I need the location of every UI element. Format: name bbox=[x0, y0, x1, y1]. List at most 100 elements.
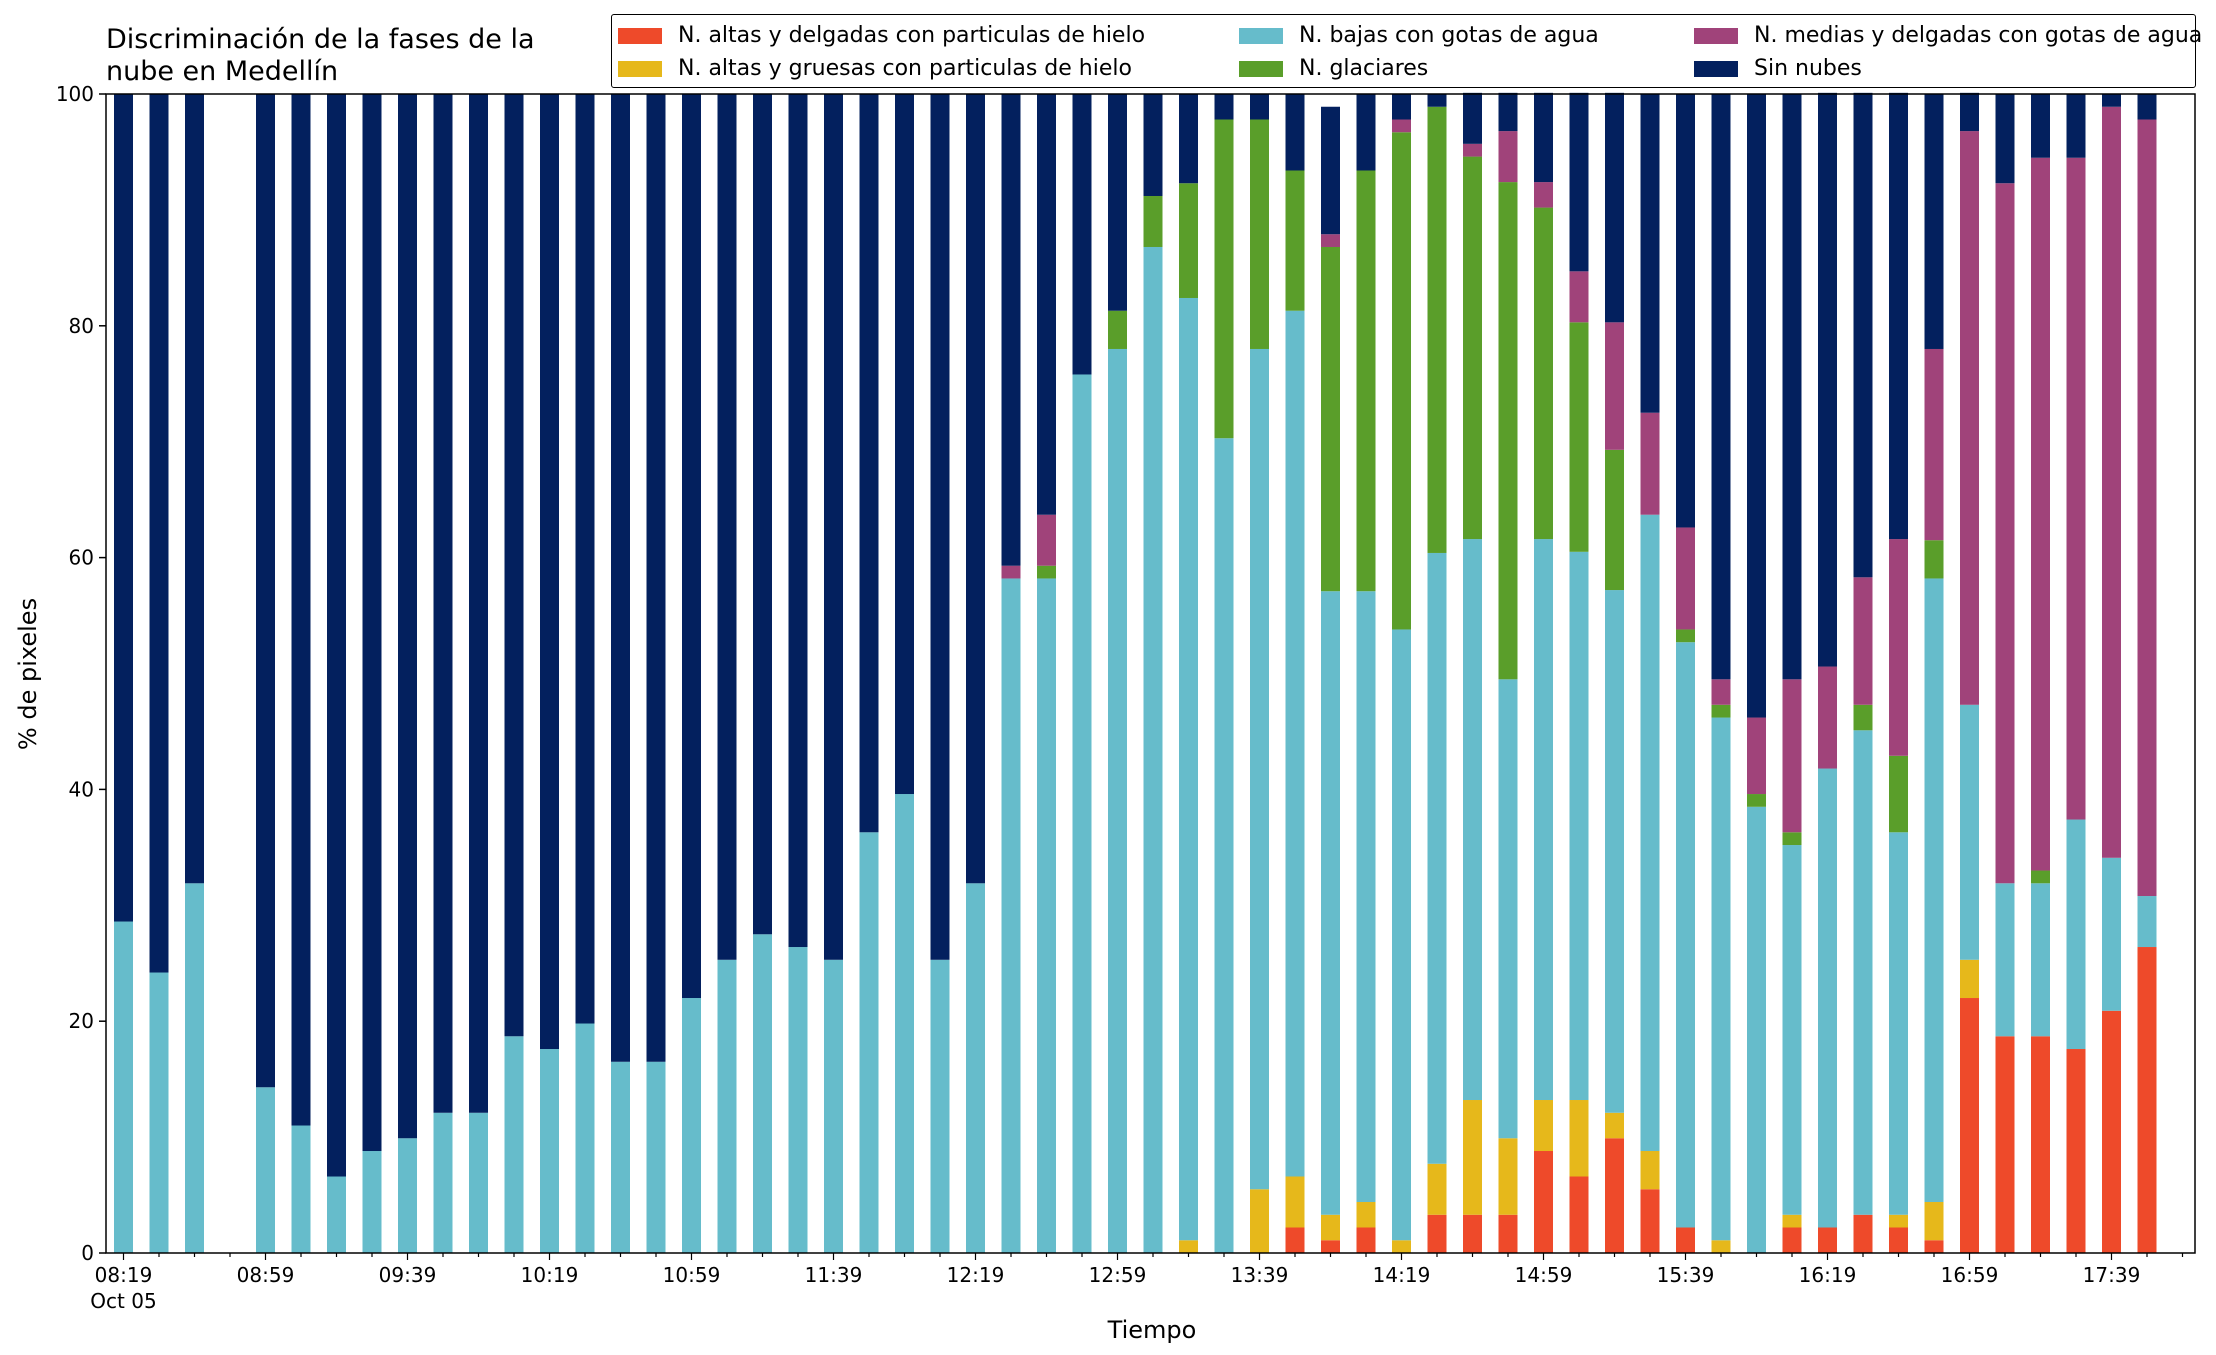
bar-segment-1 bbox=[1285, 1176, 1305, 1228]
bar-segment-5 bbox=[469, 94, 488, 1113]
bar-segment-2 bbox=[2066, 819, 2086, 1050]
bar-segment-5 bbox=[824, 94, 843, 960]
bar-segment-5 bbox=[2031, 94, 2050, 158]
bar-segment-1 bbox=[1924, 1202, 1944, 1241]
x-tick-label: 13:39 bbox=[1231, 1263, 1289, 1287]
bar-segment-3 bbox=[1676, 629, 1695, 643]
bar-segment-5 bbox=[1321, 106, 1340, 235]
bar-segment-2 bbox=[824, 959, 843, 1253]
bar-segment-5 bbox=[1108, 94, 1127, 311]
legend-label: N. altas y delgadas con particulas de hi… bbox=[678, 23, 1146, 48]
bar-segment-5 bbox=[256, 94, 275, 1088]
bar-segment-5 bbox=[1250, 94, 1269, 120]
bar-segment-2 bbox=[1995, 883, 2015, 1037]
bar-segment-1 bbox=[1889, 1214, 1908, 1228]
bar-segment-5 bbox=[327, 94, 346, 1177]
bar-segment-4 bbox=[1960, 131, 1979, 705]
bar-segment-0 bbox=[1285, 1227, 1305, 1253]
bar-segment-5 bbox=[1960, 92, 1979, 132]
bar-segment-2 bbox=[1640, 514, 1660, 1152]
bar-segment-0 bbox=[1640, 1189, 1660, 1253]
bar-segment-0 bbox=[1605, 1138, 1624, 1253]
bar-segment-0 bbox=[2137, 947, 2157, 1253]
bars-group bbox=[114, 92, 2157, 1254]
bar-segment-5 bbox=[1640, 94, 1660, 413]
bar-segment-4 bbox=[1747, 717, 1766, 795]
bar-segment-2 bbox=[1427, 552, 1447, 1164]
bar-segment-0 bbox=[1321, 1240, 1340, 1253]
bar-segment-3 bbox=[1427, 106, 1447, 553]
bar-segment-2 bbox=[1534, 539, 1553, 1101]
x-tick-label: 16:19 bbox=[1799, 1263, 1857, 1287]
bar-segment-4 bbox=[1818, 666, 1837, 769]
bar-segment-5 bbox=[2066, 94, 2086, 158]
bar-segment-0 bbox=[1853, 1214, 1873, 1253]
x-tick-label: 11:39 bbox=[805, 1263, 863, 1287]
bar-segment-2 bbox=[1889, 832, 1908, 1215]
y-tick-label: 60 bbox=[69, 546, 94, 570]
bar-segment-5 bbox=[930, 94, 950, 960]
bar-segment-5 bbox=[1995, 94, 2015, 184]
bar-segment-4 bbox=[2066, 157, 2086, 820]
bar-segment-4 bbox=[1498, 131, 1518, 183]
bar-segment-2 bbox=[1853, 730, 1873, 1215]
bar-segment-1 bbox=[1427, 1163, 1447, 1215]
bar-segment-2 bbox=[469, 1112, 488, 1253]
bar-segment-2 bbox=[1569, 551, 1589, 1101]
x-tick-sublabel: Oct 05 bbox=[90, 1289, 156, 1313]
bar-segment-1 bbox=[1179, 1240, 1198, 1253]
bar-segment-0 bbox=[1676, 1227, 1695, 1253]
bar-segment-3 bbox=[1463, 156, 1482, 540]
bar-segment-0 bbox=[2066, 1049, 2086, 1253]
bar-segment-5 bbox=[540, 94, 559, 1050]
bar-segment-2 bbox=[398, 1138, 417, 1253]
bar-segment-3 bbox=[1534, 207, 1553, 540]
legend-label: Sin nubes bbox=[1754, 56, 1862, 81]
bar-segment-2 bbox=[1498, 679, 1518, 1139]
bar-segment-2 bbox=[114, 921, 133, 1253]
bar-segment-2 bbox=[540, 1049, 559, 1253]
bar-segment-5 bbox=[1179, 94, 1198, 184]
bar-segment-1 bbox=[1498, 1138, 1518, 1215]
bar-segment-3 bbox=[1392, 132, 1411, 630]
bar-segment-5 bbox=[682, 94, 701, 999]
bar-segment-4 bbox=[1463, 143, 1482, 157]
x-tick-label: 09:39 bbox=[379, 1263, 437, 1287]
legend-swatch bbox=[618, 28, 662, 44]
bar-segment-3 bbox=[1250, 119, 1269, 349]
bar-segment-2 bbox=[504, 1036, 524, 1253]
bar-segment-5 bbox=[575, 94, 595, 1024]
bar-segment-2 bbox=[717, 959, 737, 1253]
bar-segment-5 bbox=[1427, 94, 1447, 107]
bar-segment-3 bbox=[1498, 182, 1518, 680]
legend-label: N. medias y delgadas con gotas de agua bbox=[1754, 23, 2203, 48]
bar-segment-2 bbox=[753, 934, 772, 1253]
bar-segment-5 bbox=[717, 94, 737, 960]
bar-segment-1 bbox=[1321, 1214, 1340, 1241]
x-tick-label: 14:19 bbox=[1373, 1263, 1431, 1287]
bar-segment-3 bbox=[1285, 170, 1305, 311]
bar-segment-5 bbox=[1498, 92, 1518, 132]
bar-segment-4 bbox=[1569, 271, 1589, 323]
bar-segment-2 bbox=[1037, 578, 1056, 1253]
bar-segment-5 bbox=[788, 94, 808, 948]
bar-segment-0 bbox=[1924, 1240, 1944, 1253]
bar-segment-0 bbox=[1889, 1227, 1908, 1253]
bar-segment-0 bbox=[1356, 1227, 1376, 1253]
bar-segment-5 bbox=[1782, 94, 1802, 680]
bar-segment-5 bbox=[1747, 94, 1766, 718]
bar-segment-2 bbox=[1711, 717, 1731, 1241]
bar-segment-2 bbox=[327, 1176, 346, 1253]
bar-segment-2 bbox=[1782, 845, 1802, 1215]
bar-segment-1 bbox=[1569, 1100, 1589, 1177]
legend-swatch bbox=[618, 61, 662, 77]
bar-segment-0 bbox=[1569, 1176, 1589, 1253]
bar-segment-2 bbox=[859, 832, 879, 1253]
chart-title-line2: nube en Medellín bbox=[106, 56, 339, 87]
bar-segment-2 bbox=[930, 959, 950, 1253]
x-tick-label: 12:59 bbox=[1089, 1263, 1147, 1287]
bar-segment-5 bbox=[1676, 94, 1695, 528]
bar-segment-4 bbox=[1392, 119, 1411, 133]
bar-segment-5 bbox=[1711, 94, 1731, 680]
bar-segment-4 bbox=[1711, 679, 1731, 705]
